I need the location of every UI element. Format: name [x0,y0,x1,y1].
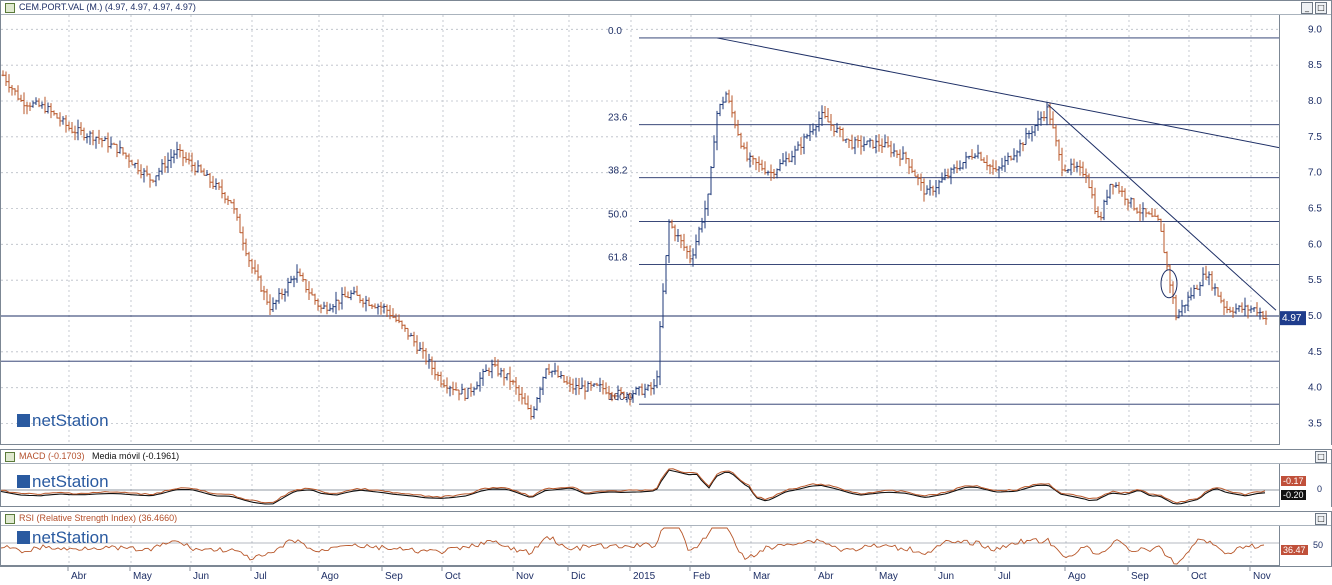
netstation-logo: netStation [17,528,109,548]
x-tick-label: Oct [445,571,461,582]
macd-title: MACD (-0.1703) Media móvil (-0.1961) [19,451,180,461]
rsi-title: RSI (Relative Strength Index) (36.4660) [19,513,178,523]
fib-level-label: 61.8 [608,252,628,263]
macd-line [1,468,1266,504]
macd-value-badge: -0.17 [1281,476,1306,486]
x-tick-label: May [879,571,898,582]
x-tick-label: Abr [71,571,87,582]
maximize-icon[interactable]: □ [1315,513,1327,525]
y-tick-label: 8.5 [1308,60,1322,71]
x-tick-label: Ago [321,571,339,582]
maximize-icon[interactable]: □ [1315,2,1327,14]
netstation-logo: netStation [17,472,109,492]
fib-level-label: 50.0 [608,209,628,220]
rsi-value-badge: 36.47 [1281,545,1308,555]
maximize-icon[interactable]: □ [1315,451,1327,463]
chart-icon [5,452,15,462]
x-tick-label: Dic [571,571,585,582]
x-tick-label: May [133,571,152,582]
x-tick-label: Jul [254,571,267,582]
y-tick-label: 3.5 [1308,419,1322,430]
y-tick-label: 5.5 [1308,275,1322,286]
y-tick-label: 7.0 [1308,168,1322,179]
y-tick-label: 7.5 [1308,132,1322,143]
rsi-50-tick: 50 [1313,540,1324,550]
macd-chart[interactable] [1,464,1281,507]
logo-mark-icon [17,475,30,488]
macd-panel[interactable]: MACD (-0.1703) Media móvil (-0.1961) □ 0… [0,449,1332,507]
rsi-panel[interactable]: RSI (Relative Strength Index) (36.4660) … [0,511,1332,566]
fib-level-label: 100.0 [608,392,633,403]
x-tick-label: Ago [1068,571,1086,582]
y-tick-label: 9.0 [1308,24,1322,35]
x-tick-label: Mar [753,571,771,582]
macd-zero-tick: 0 [1317,484,1323,494]
macd-ma-label: Media móvil (-0.1961) [92,451,180,461]
rsi-y-axis: 50 36.47 [1279,526,1331,566]
y-tick-label: 5.0 [1308,311,1322,322]
x-tick-label: Sep [1131,571,1149,582]
fib-level-label: 38.2 [608,166,628,177]
y-tick-label: 6.0 [1308,239,1322,250]
rsi-chart[interactable] [1,526,1281,566]
fib-level-label: 0.0 [608,26,622,37]
rsi-line [1,527,1265,565]
x-tick-label: Nov [516,571,534,582]
x-tick-label: Oct [1191,571,1207,582]
price-chart[interactable]: 0.0 23.6 38.2 50.0 61.8 100.0 [1,15,1281,445]
y-tick-label: 4.0 [1308,383,1322,394]
logo-mark-icon [17,531,30,544]
price-panel-titlebar: CEM.PORT.VAL (M.) (4.97, 4.97, 4.97, 4.9… [1,1,1331,15]
highlight-ellipse [1160,269,1178,299]
chart-icon [5,3,15,13]
chart-icon [5,514,15,524]
y-tick-label: 8.0 [1308,96,1322,107]
y-tick-label: 6.5 [1308,204,1322,215]
x-tick-label: Abr [818,571,834,582]
trendline-long [716,37,1280,149]
price-y-axis: 9.0 8.5 8.0 7.5 7.0 6.5 6.0 5.5 5.0 4.5 4.0 3.5 4.97 [1279,15,1331,445]
x-tick-label: Feb [693,571,711,582]
x-tick-label: Jul [998,571,1011,582]
last-price-label: 4.97 [1282,313,1302,324]
minimize-icon[interactable]: _ [1301,2,1313,14]
price-panel-title: CEM.PORT.VAL (M.) (4.97, 4.97, 4.97, 4.9… [19,2,196,12]
x-tick-label: Jun [193,571,209,582]
macd-panel-titlebar: MACD (-0.1703) Media móvil (-0.1961) □ [1,450,1331,464]
rsi-panel-titlebar: RSI (Relative Strength Index) (36.4660) … [1,512,1331,526]
x-tick-label: Jun [938,571,954,582]
x-tick-label: Nov [1253,571,1271,582]
trendline-short [1047,104,1277,311]
signal-value-badge: -0.20 [1281,490,1306,500]
netstation-logo: netStation [17,411,109,431]
last-price-badge [1280,311,1306,326]
macd-y-axis: 0 -0.17 -0.20 [1279,464,1331,507]
x-tick-label: 2015 [633,571,656,582]
signal-line [1,469,1266,505]
price-panel[interactable]: CEM.PORT.VAL (M.) (4.97, 4.97, 4.97, 4.9… [0,0,1332,445]
logo-mark-icon [17,414,30,427]
x-axis: Abr May Jun Jul Ago Sep Oct Nov Dic 2015 Feb Mar Abr… [0,566,1332,583]
fib-level-label: 23.6 [608,113,628,124]
x-tick-label: Sep [385,571,403,582]
y-tick-label: 4.5 [1308,347,1322,358]
